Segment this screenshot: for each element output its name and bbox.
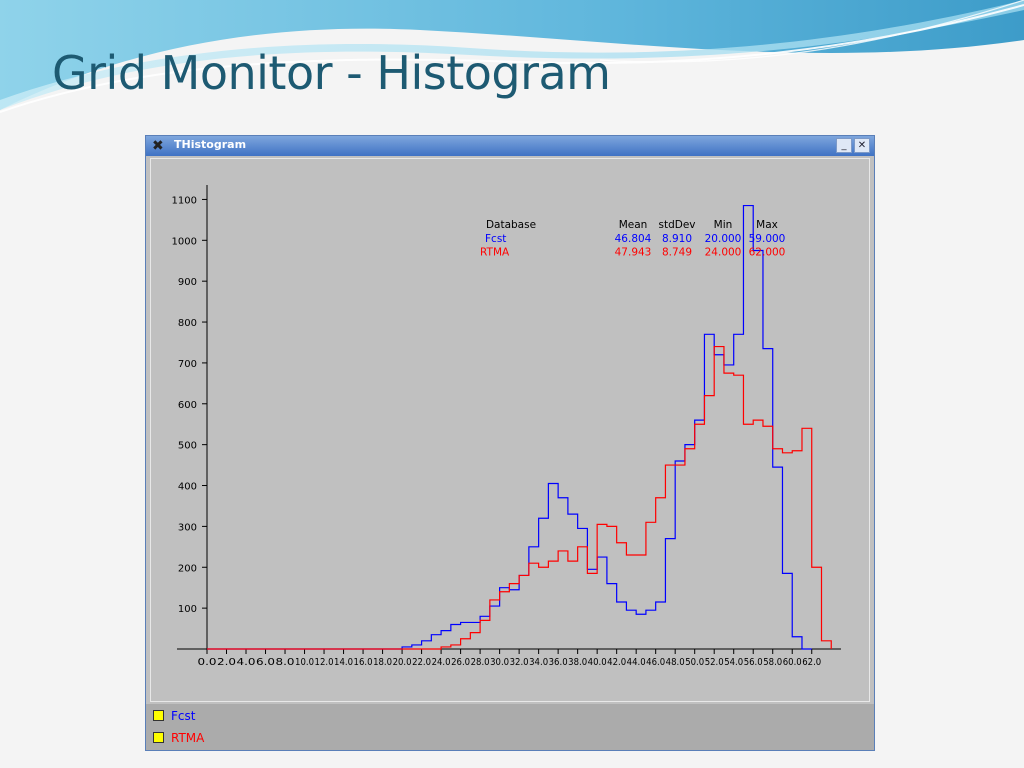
x-tick-label: 16.0 bbox=[354, 657, 373, 668]
minimize-button[interactable]: _ bbox=[836, 138, 852, 153]
x-tick-label: 20.0 bbox=[393, 657, 412, 668]
x-tick-label: 40.0 bbox=[588, 657, 607, 668]
header-swoosh-decoration bbox=[0, 0, 1024, 113]
legend-item-rtma[interactable]: RTMA bbox=[153, 731, 204, 745]
x-tick-label: 36.0 bbox=[549, 657, 568, 668]
legend-checkbox-fcst[interactable] bbox=[153, 710, 164, 721]
series-line-rtma bbox=[207, 345, 832, 650]
legend-checkbox-rtma[interactable] bbox=[153, 732, 164, 743]
legend-bar: Fcst RTMA bbox=[146, 704, 874, 750]
y-tick-label: 1100 bbox=[172, 195, 197, 206]
x-tick-label: 18.0 bbox=[373, 657, 392, 668]
y-tick-label: 200 bbox=[178, 563, 197, 574]
x-tick-label: 26.0 bbox=[451, 657, 470, 668]
x-tick-label: 44.0 bbox=[627, 657, 646, 668]
legend-label-rtma: RTMA bbox=[171, 731, 205, 745]
slide-title: Grid Monitor - Histogram bbox=[52, 46, 611, 100]
stats-header: Max bbox=[756, 219, 778, 231]
stats-cell: Fcst bbox=[485, 233, 506, 245]
x-tick-label: 32.0 bbox=[510, 657, 529, 668]
stats-cell: 59.000 bbox=[749, 233, 786, 245]
y-tick-label: 400 bbox=[178, 482, 197, 493]
stats-table: Database Mean stdDev Min Max Fcst 46.804 8.910 2… bbox=[480, 219, 785, 259]
x-tick-label: 56.0 bbox=[744, 657, 763, 668]
x-tick-label: 62.0 bbox=[802, 657, 821, 668]
stats-header: Mean bbox=[619, 219, 648, 231]
window-title: THistogram bbox=[174, 138, 247, 151]
app-x-icon[interactable]: ✖ bbox=[152, 138, 164, 154]
close-button[interactable]: ✕ bbox=[854, 138, 870, 153]
x-tick-label: 2.0 bbox=[217, 657, 236, 668]
series-line-fcst bbox=[207, 204, 812, 650]
x-tick-label: 6.0 bbox=[256, 657, 275, 668]
x-tick-label: 12.0 bbox=[315, 657, 334, 668]
legend-item-fcst[interactable]: Fcst bbox=[153, 709, 195, 723]
histogram-window: ✖ THistogram _ ✕ 100 200 300 400 500 600 700 80… bbox=[146, 136, 874, 750]
x-tick-label: 58.0 bbox=[763, 657, 782, 668]
stats-cell: 8.749 bbox=[662, 247, 692, 259]
x-tick-label: 46.0 bbox=[646, 657, 665, 668]
stats-cell: RTMA bbox=[480, 247, 510, 259]
y-axis-ticks: 100 200 300 400 500 600 700 800 900 1000 1100 bbox=[172, 195, 207, 615]
x-tick-label: 22.0 bbox=[412, 657, 431, 668]
x-tick-label: 50.0 bbox=[685, 657, 704, 668]
y-tick-label: 900 bbox=[178, 277, 197, 288]
stats-cell: 46.804 bbox=[615, 233, 652, 245]
y-tick-label: 600 bbox=[178, 400, 197, 411]
x-tick-label: 10.0 bbox=[295, 657, 314, 668]
x-tick-label: 54.0 bbox=[724, 657, 743, 668]
stats-cell: 47.943 bbox=[615, 247, 652, 259]
x-tick-label: 28.0 bbox=[471, 657, 490, 668]
x-tick-label: 30.0 bbox=[490, 657, 509, 668]
legend-label-fcst: Fcst bbox=[171, 709, 196, 723]
stats-header: Database bbox=[486, 219, 536, 231]
x-axis-ticks: 0.0 2.0 4.0 6.0 8.0 10.0 12.0 14.0 16.0 18.0 20.0 2… bbox=[198, 649, 821, 668]
x-tick-label: 60.0 bbox=[783, 657, 802, 668]
x-tick-label: 24.0 bbox=[432, 657, 451, 668]
y-tick-label: 500 bbox=[178, 441, 197, 452]
x-tick-label: 34.0 bbox=[529, 657, 548, 668]
y-tick-label: 100 bbox=[178, 604, 197, 615]
stats-cell: 24.000 bbox=[705, 247, 742, 259]
x-tick-label: 48.0 bbox=[666, 657, 685, 668]
x-tick-label: 0.0 bbox=[198, 657, 217, 668]
stats-cell: 62.000 bbox=[749, 247, 786, 259]
x-tick-label: 4.0 bbox=[237, 657, 256, 668]
stats-header: Min bbox=[714, 219, 733, 231]
y-tick-label: 300 bbox=[178, 522, 197, 533]
y-tick-label: 1000 bbox=[172, 236, 197, 247]
x-tick-label: 8.0 bbox=[276, 657, 295, 668]
x-tick-label: 42.0 bbox=[607, 657, 626, 668]
stats-header: stdDev bbox=[658, 219, 695, 231]
stats-cell: 20.000 bbox=[705, 233, 742, 245]
y-tick-label: 700 bbox=[178, 359, 197, 370]
x-tick-label: 52.0 bbox=[705, 657, 724, 668]
series-layer bbox=[207, 204, 832, 650]
stats-cell: 8.910 bbox=[662, 233, 692, 245]
plot-area: 100 200 300 400 500 600 700 800 900 1000 1100 0.0 2… bbox=[150, 158, 870, 702]
window-titlebar[interactable]: ✖ THistogram _ ✕ bbox=[146, 136, 874, 156]
x-tick-label: 38.0 bbox=[568, 657, 587, 668]
y-tick-label: 800 bbox=[178, 318, 197, 329]
x-tick-label: 14.0 bbox=[334, 657, 353, 668]
